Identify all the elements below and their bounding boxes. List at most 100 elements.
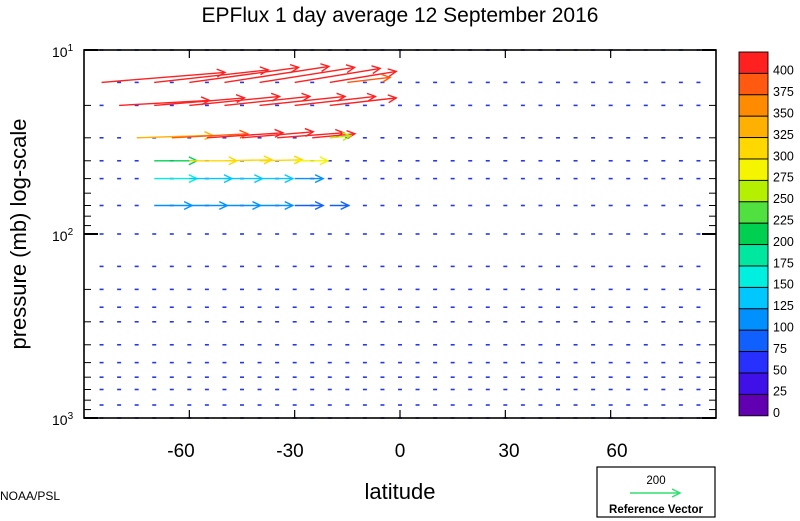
reference-magnitude: 200 [646,475,665,487]
colorbar-swatch [738,244,769,267]
y-tick-base: 10 [52,412,68,428]
reference-label: Reference Vector [609,504,703,516]
flux-vector [224,95,311,107]
flux-vector [119,99,210,107]
colorbar-label: 125 [773,299,794,313]
flux-vector-head [293,155,304,165]
y-tick-base: 10 [52,228,68,244]
flux-vector-head [319,156,330,166]
x-axis-label: latitude [365,479,436,504]
colorbar-label: 225 [773,214,794,228]
colorbar-label: 375 [773,85,794,99]
flux-vector [171,133,248,139]
flux-vector [189,66,299,84]
y-tick-exp: 1 [68,43,74,54]
flux-vector-head [284,174,295,184]
colorbar-label: 300 [773,149,794,163]
flux-vector-head [336,92,347,102]
colorbar-swatch [738,222,769,246]
flux-vector-head [345,64,357,74]
colorbar-label: 200 [773,235,794,249]
flux-vector-head [387,94,398,104]
colorbar-swatch [738,179,769,203]
colorbar-label: 25 [773,385,787,399]
flux-vector [189,95,280,107]
x-tick-label: 0 [395,441,406,462]
flux-vector-head [340,200,351,211]
colorbar-swatch [738,265,769,288]
flux-vector-head [320,63,331,73]
y-tick-label-10-3: 103 [52,411,74,428]
flux-vector-head [263,155,274,165]
flux-vector-head [274,128,285,138]
y-axis-label: pressure (mb) log-scale [6,118,31,349]
flux-vector [224,159,272,162]
colorbar-swatch [738,158,769,181]
y-tick-label-10-1: 101 [52,43,74,60]
flux-vector [224,65,330,84]
chart-title: EPFlux 1 day average 12 September 2016 [202,4,599,27]
colorbar-swatch [738,72,769,96]
colorbar-swatch [738,308,769,331]
colorbar-label: 0 [773,406,780,420]
colorbar-swatch [738,329,769,353]
colorbar-label: 150 [773,278,794,292]
colorbar-swatch [738,137,769,160]
axis-ticks [84,49,716,419]
y-tick-exp: 2 [68,227,74,238]
colorbar-label: 325 [773,128,794,142]
reference-vector-box: 200 Reference Vector [596,466,716,518]
colorbar-swatch [738,201,769,224]
colorbar-label: 350 [773,107,794,121]
colorbar-label: 50 [773,363,787,377]
colorbar-swatch [738,372,769,395]
colorbar-swatch [738,94,769,117]
flux-vector-head [314,200,325,211]
y-tick-exp: 3 [68,411,74,422]
colorbar: 4003753503253002752502252001751501251007… [738,51,794,420]
colorbar-label: 400 [773,64,794,78]
flux-vector-head [381,73,392,83]
flux-vector-head [387,68,398,78]
flux-vector [259,159,303,162]
colorbar-label: 75 [773,342,787,356]
flux-vector [241,131,314,139]
flux-vector [329,135,351,139]
flux-vector-head [301,92,312,102]
vector-field [99,49,701,419]
flux-vector-head [284,200,295,211]
flux-vector [154,97,245,107]
colorbar-swatch [738,393,769,417]
flux-vector-head [259,66,270,76]
flux-vector-head [366,92,378,102]
flux-vector [101,71,226,84]
flux-vector [329,70,397,84]
flux-vector-head [371,65,382,75]
flux-vector [329,97,397,107]
y-tick-label-10-2: 102 [52,227,74,244]
x-tick-label: -60 [167,441,194,462]
flux-vector [154,69,269,84]
flux-vector [294,67,381,84]
x-tick-label: 30 [498,441,519,462]
flux-vector [277,132,344,139]
colorbar-swatch [738,351,769,374]
svg-text:102: 102 [52,227,74,244]
flux-vector-head [289,63,301,73]
colorbar-swatch [738,286,769,310]
flux-vector-head [314,174,325,184]
colorbar-label: 275 [773,171,794,185]
reference-arrow-head [671,488,682,498]
colorbar-swatch [738,115,769,139]
svg-text:103: 103 [52,411,74,428]
flux-vector-head [341,132,353,142]
credit-text: NOAA/PSL [0,489,60,503]
x-tick-label: 60 [606,441,627,462]
flux-vector [294,95,376,107]
flux-vector [206,132,283,139]
flux-vector [347,76,391,84]
colorbar-label: 100 [773,321,794,335]
flux-vector [259,95,346,107]
flux-vector [259,66,355,84]
